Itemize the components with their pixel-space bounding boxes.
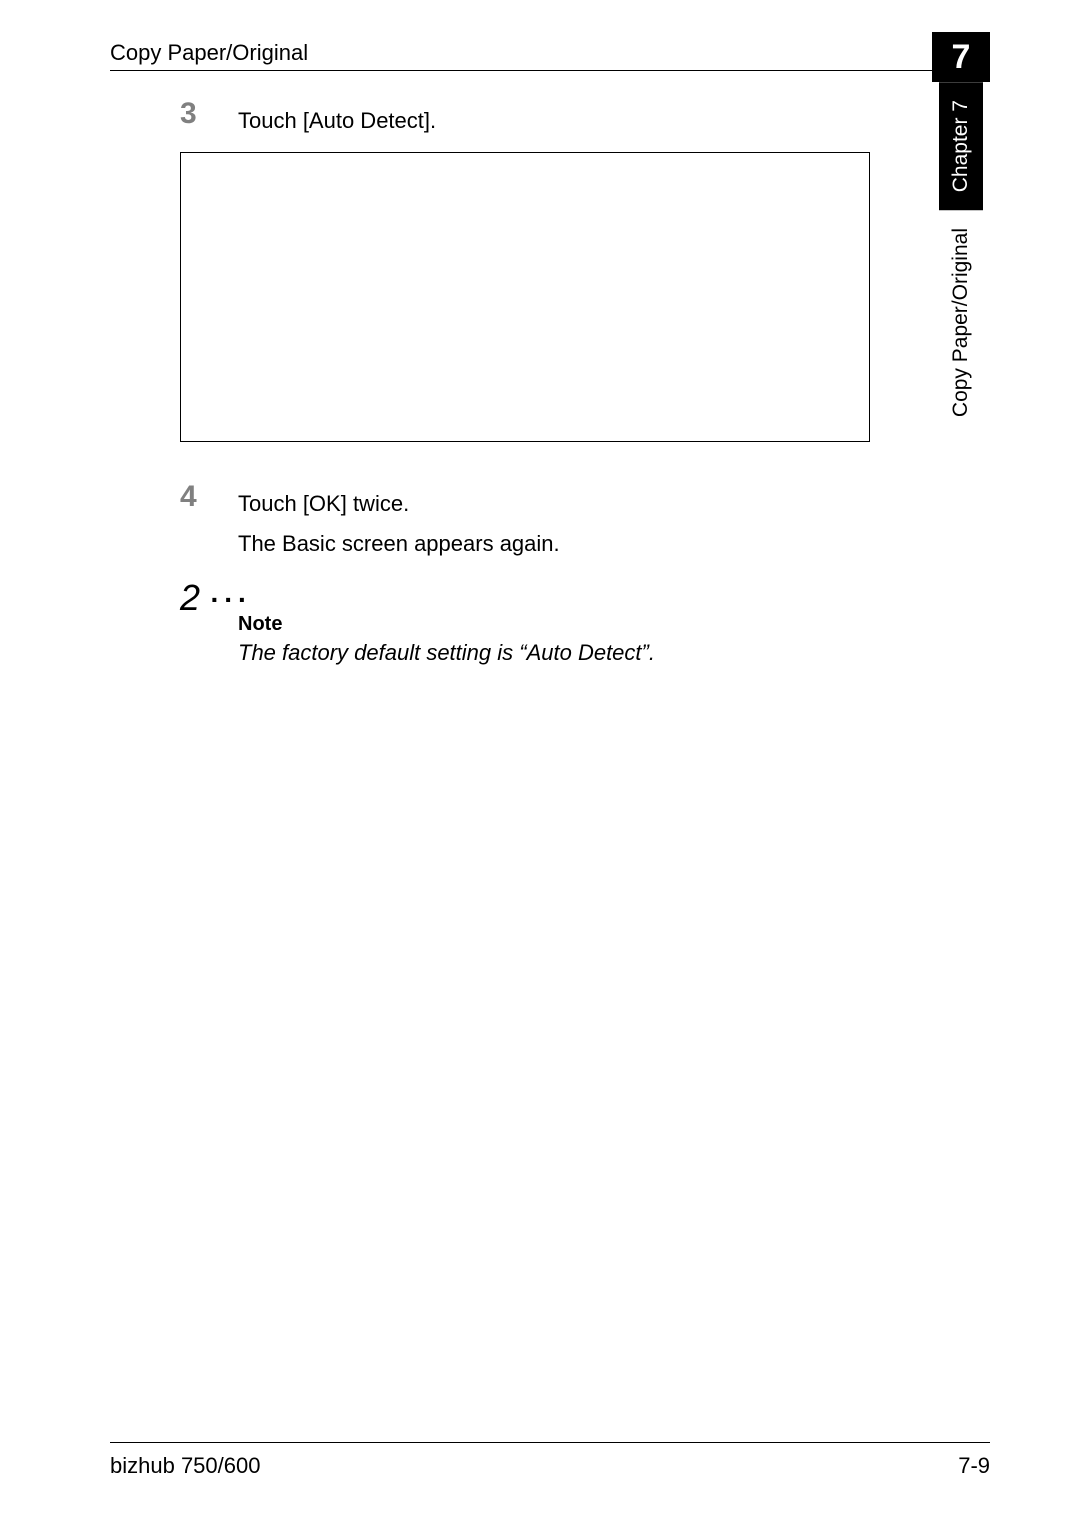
footer-model: bizhub 750/600 [110, 1453, 260, 1479]
step-4-text: Touch [OK] twice. [238, 482, 409, 521]
side-tab: Chapter 7 Copy Paper/Original [938, 82, 984, 431]
page-footer: bizhub 750/600 7-9 [110, 1442, 990, 1479]
screenshot-placeholder [180, 152, 870, 442]
note-dots: ... [210, 577, 251, 608]
step-3: 3 Touch [Auto Detect]. [180, 99, 920, 138]
step-4-number: 4 [180, 482, 238, 512]
header-section-title: Copy Paper/Original [110, 40, 990, 66]
side-section-label: Copy Paper/Original [949, 210, 973, 431]
chapter-number-tab: 7 [932, 32, 990, 82]
document-page: Copy Paper/Original 7 Chapter 7 Copy Pap… [0, 0, 1080, 1529]
page-header: Copy Paper/Original [110, 40, 990, 71]
step-3-text: Touch [Auto Detect]. [238, 99, 436, 138]
side-chapter-label: Chapter 7 [939, 82, 983, 210]
note-block: 2 ... Note The factory default setting i… [180, 577, 920, 666]
note-text: The factory default setting is “Auto Det… [238, 640, 920, 666]
step-4-subtext: The Basic screen appears again. [238, 531, 920, 557]
note-heading: Note [238, 613, 920, 636]
step-3-number: 3 [180, 99, 238, 129]
footer-page-number: 7-9 [958, 1453, 990, 1479]
chapter-number: 7 [952, 38, 971, 77]
step-4: 4 Touch [OK] twice. [180, 482, 920, 521]
main-content: 3 Touch [Auto Detect]. 4 Touch [OK] twic… [180, 99, 920, 666]
note-symbol-icon: 2 [180, 577, 200, 619]
